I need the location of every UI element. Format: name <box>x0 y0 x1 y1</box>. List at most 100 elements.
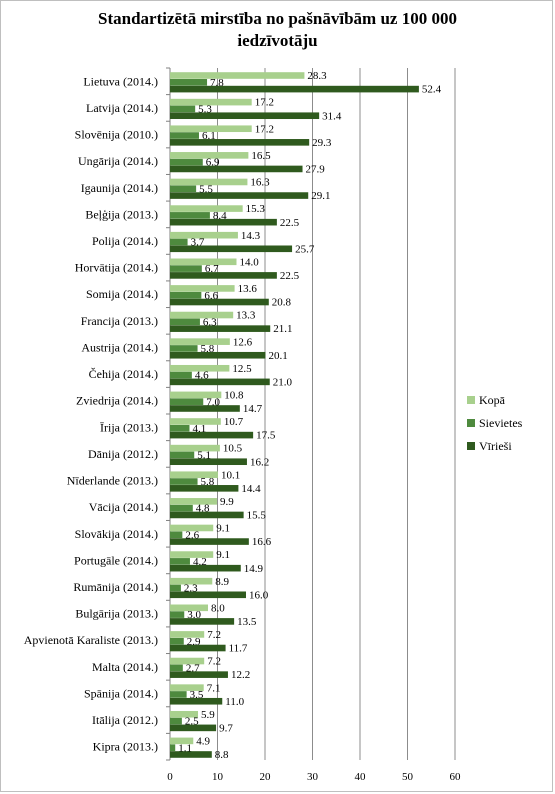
chart-title: Standartizētā mirstība no pašnāvībām uz … <box>0 8 555 52</box>
data-label: 29.1 <box>311 190 330 202</box>
data-label: 6.1 <box>202 130 216 142</box>
data-label: 10.7 <box>224 416 244 428</box>
bar-kopā <box>170 737 194 745</box>
legend-swatch <box>467 396 475 404</box>
category-label: Lietuva (2014.) <box>83 74 158 88</box>
data-label: 16.3 <box>250 177 270 189</box>
data-label: 5.5 <box>199 183 213 195</box>
data-label: 22.5 <box>280 270 300 282</box>
category-label: Malta (2014.) <box>92 660 158 674</box>
data-label: 10.8 <box>224 389 244 401</box>
bar-vīrieši <box>170 511 244 519</box>
data-label: 5.1 <box>197 450 211 462</box>
data-label: 9.1 <box>216 523 230 535</box>
data-label: 1.1 <box>178 742 192 754</box>
data-label: 12.5 <box>232 363 252 375</box>
bar-vīrieši <box>170 538 249 545</box>
data-label: 31.4 <box>322 110 342 122</box>
data-label: 14.4 <box>241 483 261 495</box>
legend-label: Sievietes <box>479 416 523 430</box>
data-label: 8.8 <box>215 749 229 761</box>
data-label: 3.5 <box>190 689 204 701</box>
bar-vīrieši <box>170 298 269 306</box>
data-label: 8.4 <box>213 210 227 222</box>
data-label: 4.9 <box>196 735 210 747</box>
data-label: 11.7 <box>229 643 248 655</box>
chart-title-line-1: Standartizētā mirstība no pašnāvībām uz … <box>98 9 457 28</box>
category-label: Zviedrija (2014.) <box>76 394 158 408</box>
bar-kopā <box>170 72 305 79</box>
bar-sievietes <box>170 238 188 246</box>
data-label: 9.7 <box>219 722 233 734</box>
data-label: 7.1 <box>207 682 221 694</box>
bar-kopā <box>170 498 218 505</box>
data-label: 2.6 <box>185 529 199 541</box>
data-label: 12.6 <box>233 336 253 348</box>
data-label: 3.7 <box>191 237 205 249</box>
x-tick-label: 30 <box>307 771 319 783</box>
bar-sievietes <box>170 79 208 86</box>
data-label: 25.7 <box>295 243 315 255</box>
x-tick-label: 60 <box>450 771 462 783</box>
data-label: 17.2 <box>255 123 274 135</box>
category-label: Francija (2013.) <box>81 314 158 328</box>
bar-vīrieši <box>170 618 235 625</box>
data-label: 6.9 <box>206 157 220 169</box>
bar-kopā <box>170 471 218 479</box>
data-label: 15.3 <box>246 203 266 215</box>
bar-vīrieši <box>170 591 246 599</box>
bar-vīrieši <box>170 697 223 705</box>
bar-vīrieši <box>170 325 271 332</box>
category-label: Beļģija (2013.) <box>85 207 158 221</box>
bar-kopā <box>170 178 248 186</box>
bar-kopā <box>170 231 238 239</box>
data-label: 7.8 <box>210 77 224 89</box>
category-label: Slovākija (2014.) <box>75 527 158 541</box>
category-label: Latvija (2014.) <box>86 101 158 115</box>
category-label: Čehija (2014.) <box>89 367 158 381</box>
bar-sievietes <box>170 105 196 113</box>
data-label: 7.0 <box>206 396 220 408</box>
data-label: 15.5 <box>247 510 267 522</box>
data-label: 4.6 <box>195 370 209 382</box>
data-label: 16.6 <box>252 536 272 548</box>
category-label: Bulgārija (2013.) <box>75 607 158 621</box>
bar-kopā <box>170 152 249 159</box>
data-label: 3.0 <box>187 609 201 621</box>
data-label: 22.5 <box>280 217 300 229</box>
bar-sievietes <box>170 451 195 459</box>
data-label: 21.0 <box>273 376 293 388</box>
bar-kopā <box>170 631 205 638</box>
bar-vīrieši <box>170 245 293 253</box>
category-label: Kipra (2013.) <box>93 740 158 754</box>
data-label: 5.3 <box>198 104 212 116</box>
bar-sievietes <box>170 717 182 725</box>
bar-vīrieši <box>170 458 247 466</box>
bar-kopā <box>170 577 213 585</box>
bar-vīrieši <box>170 272 277 279</box>
data-label: 17.2 <box>255 97 274 109</box>
bar-kopā <box>170 125 252 133</box>
bar-vīrieši <box>170 431 254 439</box>
bar-kopā <box>170 684 204 691</box>
bar-vīrieši <box>170 218 277 226</box>
bar-kopā <box>170 205 243 212</box>
data-label: 10.1 <box>221 469 240 481</box>
labels: 0 10 20 30 40 50 60 Lietuva (2014.) 28.3 7.8 52.4 L… <box>24 70 461 783</box>
bar-sievietes <box>170 425 190 432</box>
data-label: 20.8 <box>272 297 292 309</box>
data-label: 16.0 <box>249 589 269 601</box>
category-label: Nīderlande (2013.) <box>67 474 158 488</box>
data-label: 2.9 <box>187 636 201 648</box>
data-label: 7.2 <box>207 629 221 641</box>
bar-sievietes <box>170 744 176 751</box>
bar-vīrieši <box>170 644 226 652</box>
bar-vīrieši <box>170 724 217 732</box>
bar-sievietes <box>170 318 200 326</box>
data-label: 14.9 <box>244 563 264 575</box>
category-label: Rumānija (2014.) <box>73 580 158 594</box>
data-label: 10.5 <box>223 443 243 455</box>
category-label: Portugāle (2014.) <box>74 553 158 567</box>
